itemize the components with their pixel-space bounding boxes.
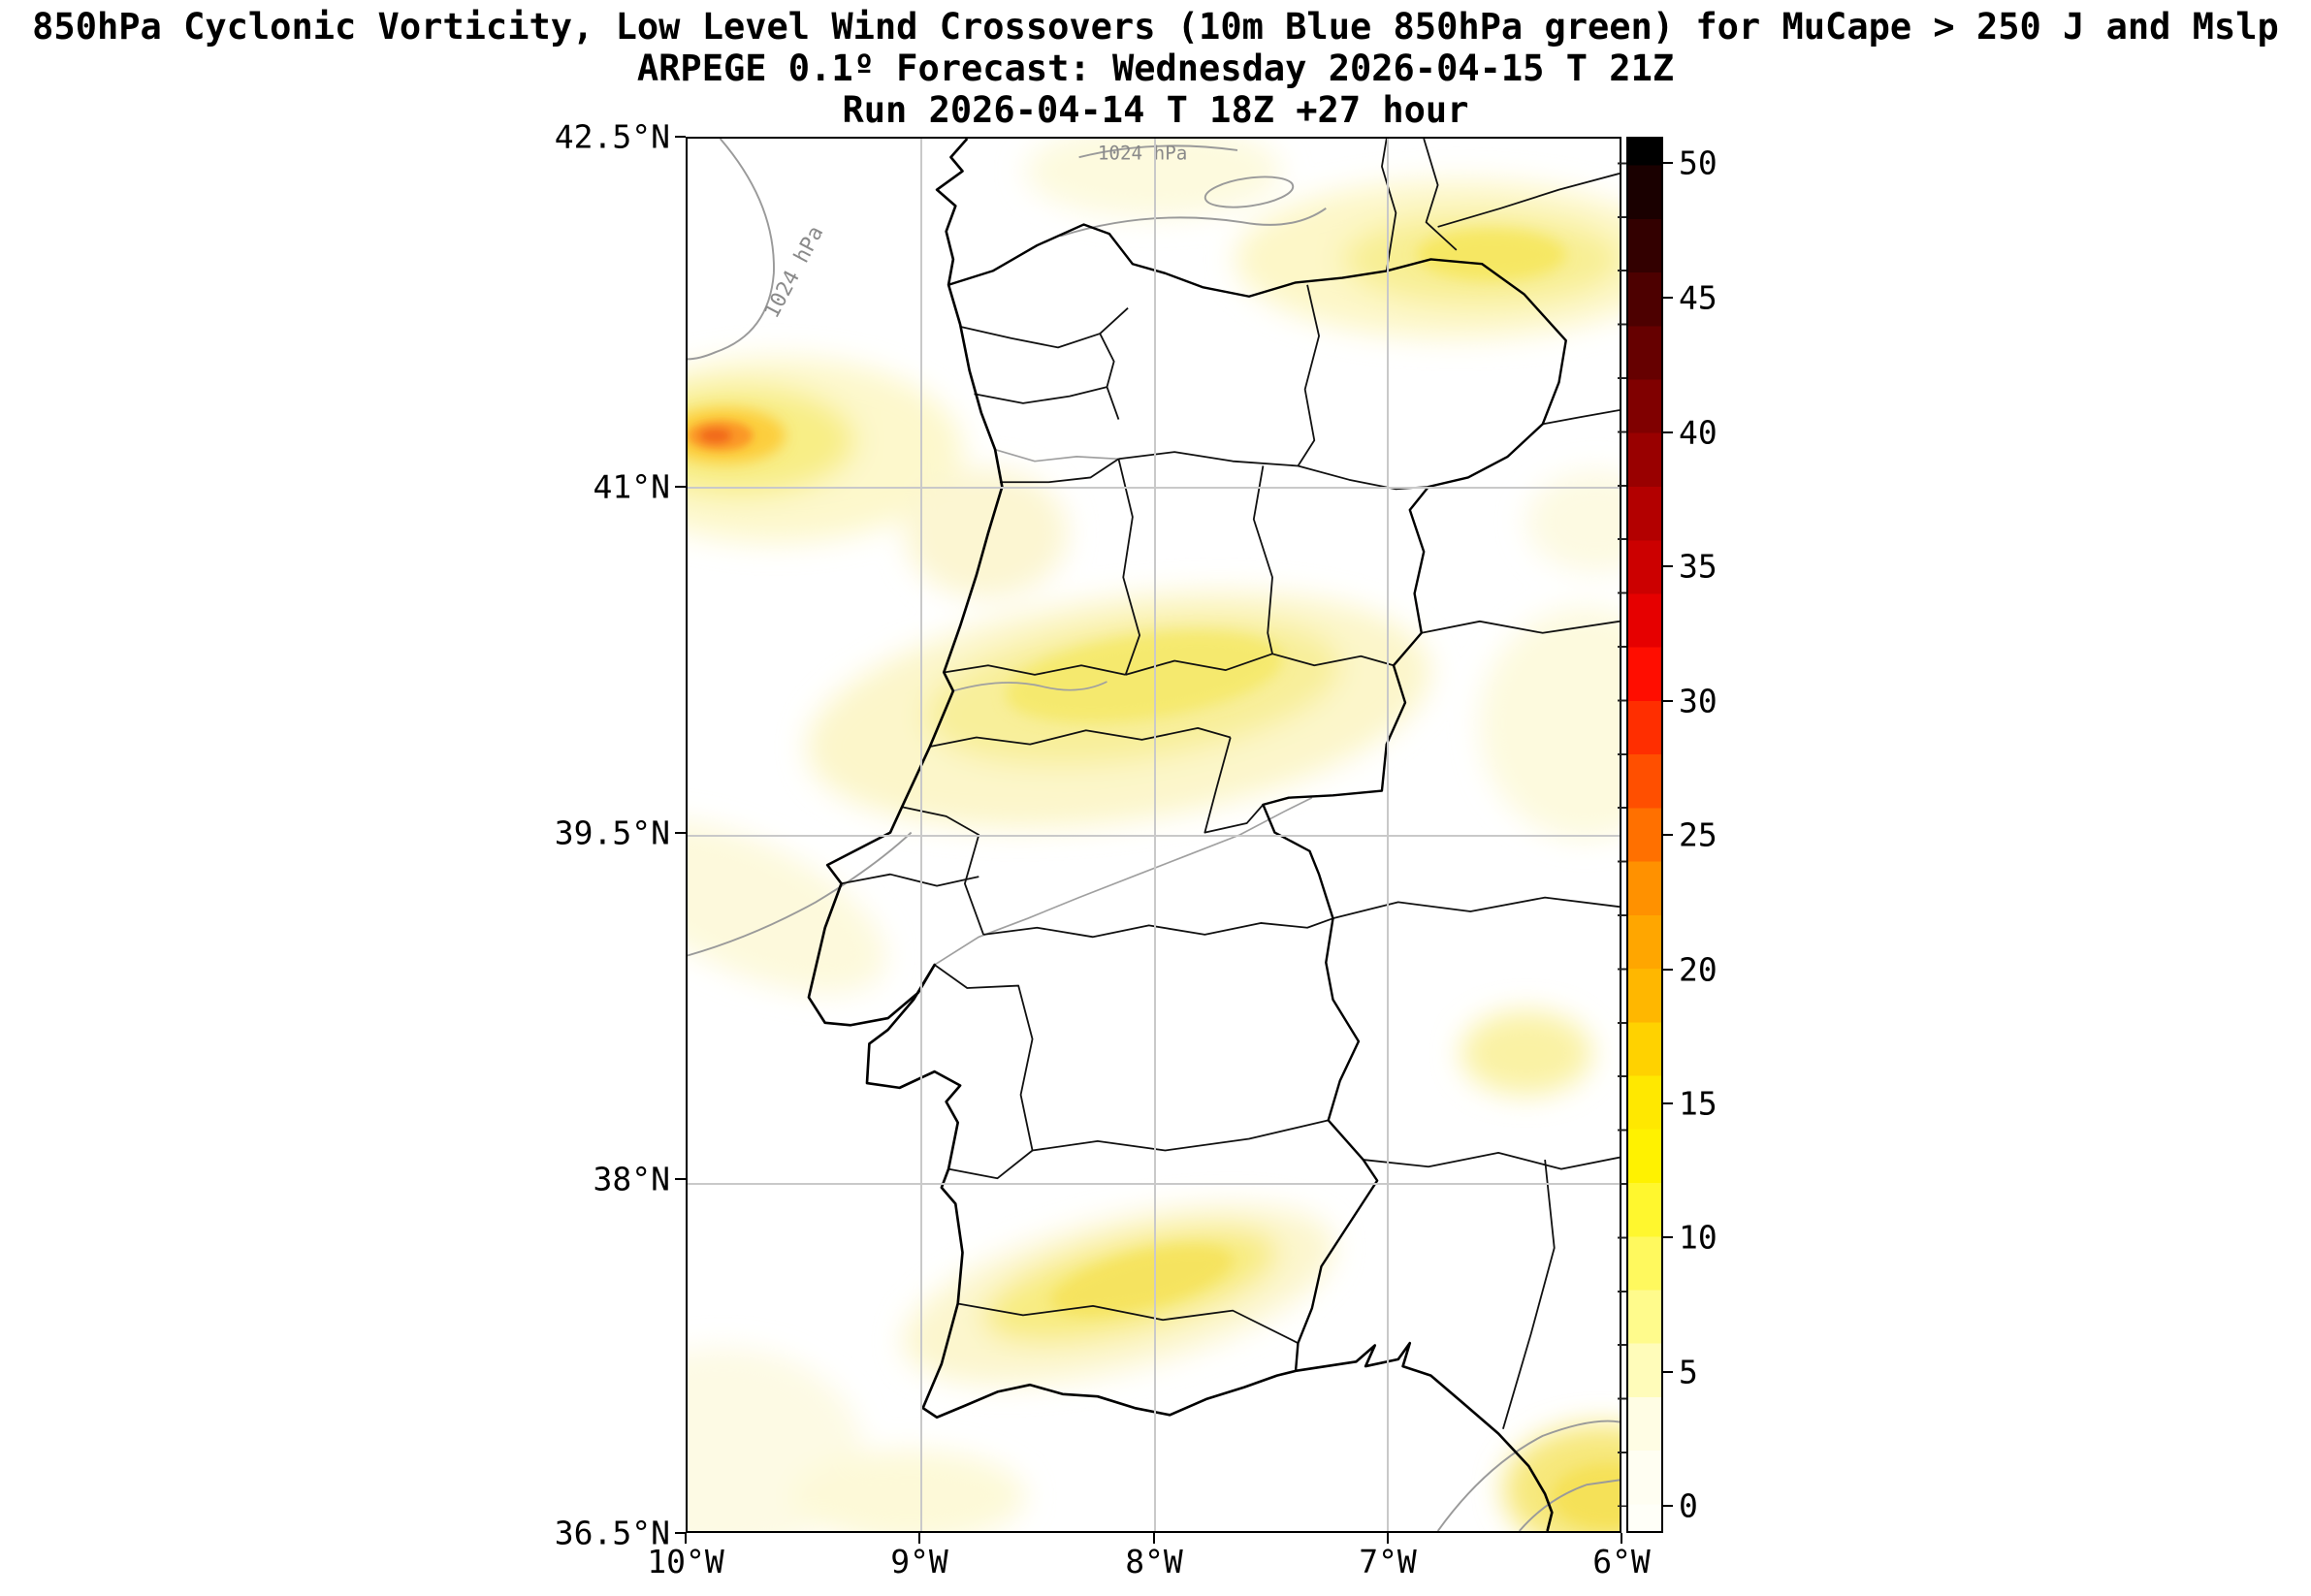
- x-tick-label: 10°W: [647, 1543, 724, 1580]
- chart-run-line: Run 2026-04-14 T 18Z +27 hour: [842, 89, 1469, 131]
- colorbar-tick: [1662, 1102, 1673, 1104]
- colorbar-tick: [1662, 162, 1673, 164]
- isobar-label: 1024 hPa: [1098, 143, 1188, 165]
- y-tick-label: 41°N: [593, 467, 670, 506]
- colorbar-tick-label: 25: [1679, 815, 1717, 854]
- y-tick: [675, 486, 686, 488]
- x-tick: [918, 1533, 920, 1544]
- x-tick-label: 6°W: [1592, 1543, 1651, 1580]
- chart-title: 850hPa Cyclonic Vorticity, Low Level Win…: [32, 6, 2279, 48]
- gridline-9w: [920, 139, 923, 1531]
- map-plot: 1024 hPa 1024 hPa: [686, 137, 1621, 1533]
- x-tick-label: 9°W: [890, 1543, 948, 1580]
- x-tick: [1153, 1533, 1155, 1544]
- y-tick-label: 39.5°N: [554, 814, 670, 852]
- colorbar: [1626, 137, 1663, 1533]
- x-tick: [1387, 1533, 1389, 1544]
- y-tick: [675, 1178, 686, 1180]
- country-border: [947, 223, 1567, 1371]
- y-tick-label: 36.5°N: [554, 1514, 670, 1552]
- coastline: [807, 139, 1554, 1531]
- colorbar-tick: [1662, 1371, 1673, 1373]
- colorbar-tick: [1662, 700, 1673, 702]
- y-tick: [675, 832, 686, 834]
- colorbar-tick-label: 5: [1679, 1353, 1698, 1391]
- x-tick: [685, 1533, 687, 1544]
- colorbar-tick-label: 0: [1679, 1486, 1698, 1525]
- x-tick-label: 8°W: [1125, 1543, 1183, 1580]
- gridline-7w: [1386, 139, 1389, 1531]
- colorbar-tick-label: 35: [1679, 547, 1717, 586]
- colorbar-tick-label: 20: [1679, 950, 1717, 989]
- y-tick-label: 38°N: [593, 1160, 670, 1198]
- colorbar-tick-label: 40: [1679, 413, 1717, 452]
- colorbar-tick-label: 45: [1679, 278, 1717, 317]
- x-tick-label: 7°W: [1359, 1543, 1417, 1580]
- y-tick: [675, 1532, 686, 1534]
- colorbar-tick: [1662, 969, 1673, 971]
- colorbar-tick: [1662, 431, 1673, 433]
- colorbar-tick-label: 10: [1679, 1218, 1717, 1257]
- gridline-8w: [1153, 139, 1156, 1531]
- colorbar-tick: [1662, 565, 1673, 567]
- colorbar-tick: [1662, 297, 1673, 299]
- colorbar-minor-ticks: [1618, 137, 1626, 1533]
- colorbar-tick: [1662, 1236, 1673, 1238]
- colorbar-tick-label: 15: [1679, 1084, 1717, 1123]
- colorbar-tick: [1662, 1505, 1673, 1507]
- y-tick: [675, 136, 686, 138]
- province-boundaries: [1332, 139, 1620, 1429]
- x-tick: [1621, 1533, 1622, 1544]
- colorbar-tick: [1662, 834, 1673, 836]
- colorbar-tick-label: 50: [1679, 144, 1717, 182]
- y-tick-label: 42.5°N: [554, 117, 670, 156]
- colorbar-tick-label: 30: [1679, 682, 1717, 720]
- isobar-contours: [688, 139, 1620, 1531]
- title-block: 850hPa Cyclonic Vorticity, Low Level Win…: [0, 6, 2311, 131]
- chart-subtitle: ARPEGE 0.1º Forecast: Wednesday 2026-04-…: [636, 48, 1675, 89]
